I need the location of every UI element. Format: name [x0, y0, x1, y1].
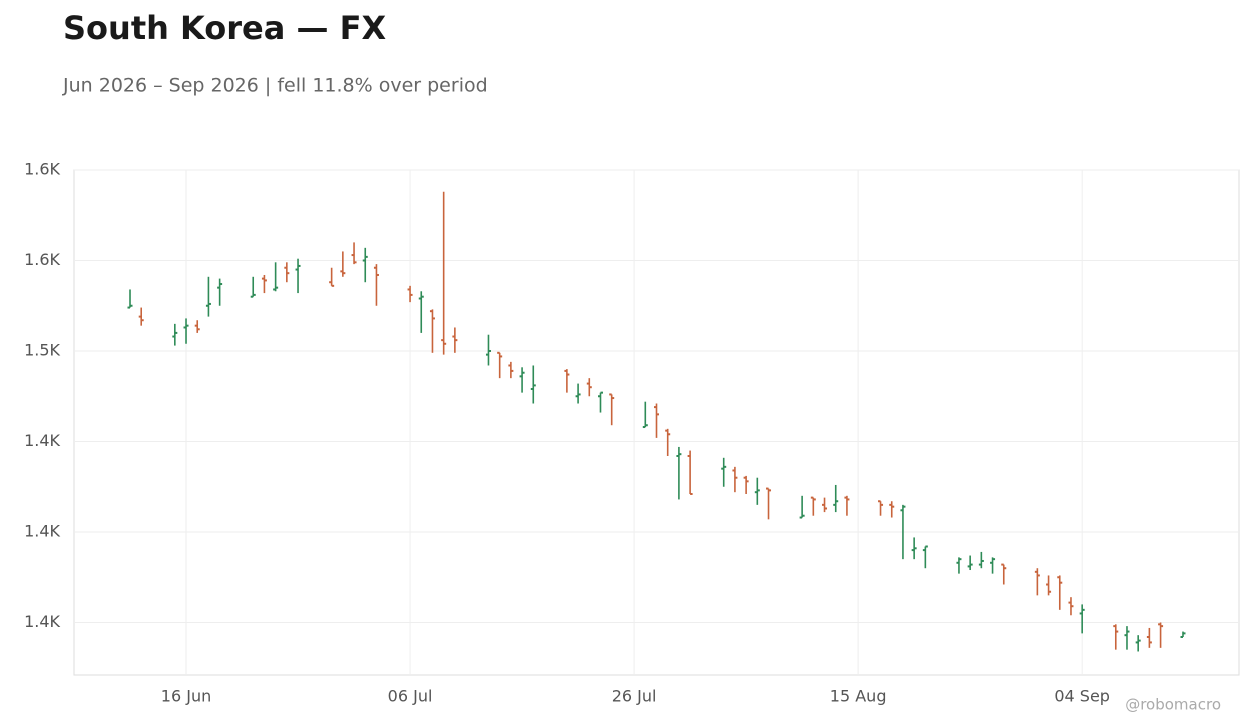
y-tick-label: 1.4K — [24, 612, 60, 631]
x-tick-label: 04 Sep — [1054, 687, 1110, 706]
watermark: @robomacro — [1125, 696, 1221, 714]
x-tick-label: 15 Aug — [830, 687, 887, 706]
y-tick-label: 1.5K — [24, 341, 60, 360]
chart-subtitle: Jun 2026 – Sep 2026 | fell 11.8% over pe… — [62, 75, 488, 97]
y-tick-label: 1.6K — [24, 160, 60, 179]
x-tick-label: 26 Jul — [612, 687, 657, 706]
x-tick-label: 06 Jul — [388, 687, 433, 706]
chart-title: South Korea — FX — [63, 9, 386, 47]
x-tick-label: 16 Jun — [161, 687, 211, 706]
y-tick-label: 1.4K — [24, 431, 60, 450]
y-tick-label: 1.6K — [24, 250, 60, 269]
y-tick-label: 1.4K — [24, 522, 60, 541]
